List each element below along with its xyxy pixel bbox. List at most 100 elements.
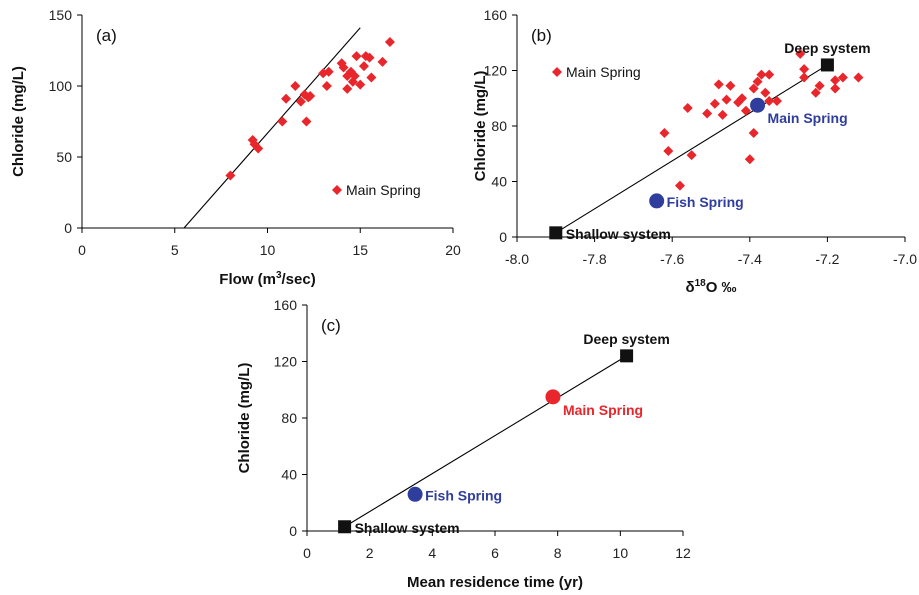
y-tick-label: 150	[49, 7, 73, 23]
y-tick-label: 40	[281, 467, 297, 483]
annotation-deep-system: Deep system	[583, 331, 669, 347]
data-point-main-spring	[364, 52, 375, 63]
panel-label: (b)	[531, 26, 552, 45]
data-point-main-spring	[351, 51, 362, 62]
data-point-main-spring	[771, 96, 782, 107]
x-axis-label-superscript: 3	[276, 270, 282, 281]
data-point-main-spring	[760, 87, 771, 98]
legend-marker	[552, 67, 562, 77]
marker-main-spring	[545, 389, 561, 405]
data-point-main-spring	[225, 170, 236, 181]
annotation-deep-system: Deep system	[784, 40, 870, 56]
annotation-fish-spring: Fish Spring	[425, 487, 502, 503]
x-tick-label: 15	[352, 242, 368, 258]
y-tick-label: 0	[499, 229, 507, 245]
y-tick-label: 0	[64, 220, 72, 236]
y-tick-label: 120	[274, 354, 298, 370]
data-point-main-spring	[377, 56, 388, 67]
data-point-main-spring	[366, 72, 377, 83]
data-point-main-spring	[342, 83, 353, 94]
annotation-main-spring: Main Spring	[563, 402, 643, 418]
data-point-main-spring	[830, 75, 841, 86]
data-point-main-spring	[748, 127, 759, 138]
data-point-main-spring	[338, 62, 349, 73]
annotation-shallow-system: Shallow system	[566, 226, 671, 242]
data-point-main-spring	[659, 127, 670, 138]
x-tick-label: 6	[491, 545, 499, 561]
legend-marker	[332, 185, 342, 195]
y-tick-label: 80	[281, 410, 297, 426]
y-tick-label: 120	[484, 63, 508, 79]
marker-shallow-system	[549, 226, 563, 240]
data-point-main-spring	[358, 61, 369, 72]
data-point-main-spring	[737, 93, 748, 104]
regression-line	[344, 355, 627, 528]
marker-main-spring	[750, 97, 766, 113]
data-point-main-spring	[321, 81, 332, 91]
y-axis-label: Chloride (mg/L)	[236, 363, 253, 474]
x-tick-label: 0	[303, 545, 311, 561]
data-point-main-spring	[764, 96, 775, 107]
y-axis-label: Chloride (mg/L)	[10, 66, 27, 177]
y-tick-label: 100	[49, 78, 73, 94]
data-point-main-spring	[748, 83, 759, 94]
data-point-main-spring	[740, 105, 751, 116]
marker-fish-spring	[407, 486, 423, 502]
x-tick-label: 10	[613, 545, 629, 561]
x-axis-label-part: /sec)	[282, 271, 316, 288]
data-point-main-spring	[721, 94, 732, 105]
x-tick-label: -7.2	[815, 251, 839, 267]
data-point-main-spring	[744, 154, 755, 165]
x-axis-label-part: Flow (m	[219, 271, 276, 288]
x-axis-label: δ18O ‰	[685, 278, 736, 296]
data-point-main-spring	[814, 80, 825, 91]
data-point-main-spring	[253, 143, 264, 154]
data-point-main-spring	[281, 93, 292, 104]
x-axis-label: Mean residence time (yr)	[407, 574, 583, 591]
data-point-main-spring	[349, 71, 360, 82]
x-tick-label: 12	[675, 545, 691, 561]
data-point-main-spring	[799, 64, 810, 75]
x-tick-label: 20	[445, 242, 461, 258]
data-point-main-spring	[795, 48, 806, 59]
data-point-main-spring	[709, 98, 720, 109]
data-point-main-spring	[290, 81, 301, 91]
data-point-main-spring	[277, 116, 288, 127]
data-point-main-spring	[702, 108, 713, 119]
x-axis-label-superscript: 18	[695, 278, 707, 289]
data-point-main-spring	[686, 150, 697, 161]
y-tick-label: 0	[289, 523, 297, 539]
data-point-main-spring	[725, 80, 736, 91]
data-point-main-spring	[305, 90, 316, 101]
data-point-main-spring	[756, 69, 767, 80]
data-point-main-spring	[810, 87, 821, 98]
x-tick-label: 5	[171, 242, 179, 258]
data-point-main-spring	[830, 83, 841, 94]
marker-deep-system	[820, 58, 834, 72]
data-point-main-spring	[295, 96, 306, 107]
x-tick-label: -7.6	[660, 251, 684, 267]
chart-panel-a: 0 50 100 150 0 5 10 15 20 Chloride (mg/L) Flow (m3…	[10, 7, 461, 288]
data-point-main-spring	[663, 145, 674, 156]
x-axis-label-part: δ	[685, 279, 694, 296]
regression-line	[555, 64, 828, 234]
x-axis-label-part: O ‰	[706, 279, 737, 296]
legend-label: Main Spring	[566, 64, 641, 80]
annotation-main-spring: Main Spring	[768, 110, 848, 126]
x-tick-label: 2	[366, 545, 374, 561]
x-tick-label: 4	[428, 545, 436, 561]
x-tick-label: -8.0	[505, 251, 529, 267]
panel-label: (a)	[96, 26, 117, 45]
marker-fish-spring	[649, 193, 665, 209]
annotation-shallow-system: Shallow system	[355, 520, 460, 536]
data-point-main-spring	[355, 79, 366, 90]
data-point-main-spring	[752, 76, 763, 87]
marker-shallow-system	[338, 520, 352, 534]
x-tick-label: 10	[260, 242, 276, 258]
data-point-main-spring	[682, 102, 693, 113]
data-point-main-spring	[837, 72, 848, 83]
y-tick-label: 50	[56, 149, 72, 165]
x-tick-label: -7.8	[583, 251, 607, 267]
data-point-main-spring	[384, 36, 395, 47]
